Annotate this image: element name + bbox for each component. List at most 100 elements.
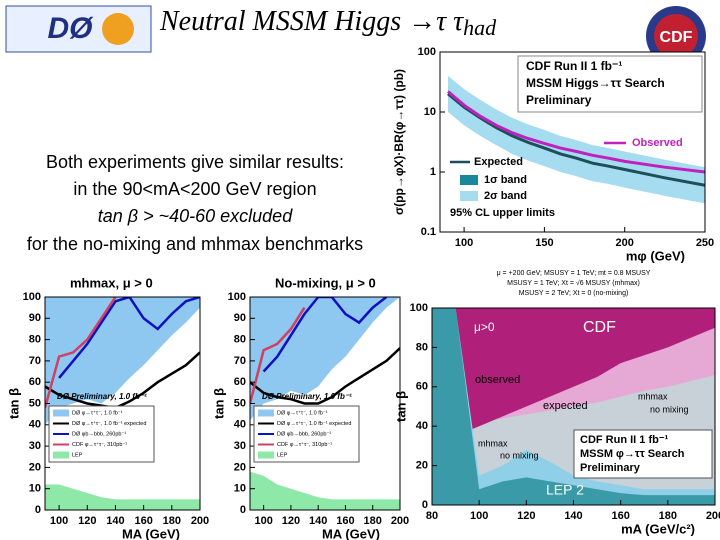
y-tick-label: 0.1 xyxy=(421,226,436,238)
plot-content xyxy=(447,75,705,204)
x-tick-label: 150 xyxy=(535,237,553,249)
annotation: mhmax xyxy=(478,438,508,448)
cdf-logo: CDF xyxy=(646,6,706,66)
x-tick-label: 120 xyxy=(282,515,300,527)
x-tick-label: 100 xyxy=(50,515,68,527)
y-tick-label: 50 xyxy=(29,397,41,409)
chart: 100 120 140 160 180 200 0 10 20 30 40 50 60 70 80 90 100… xyxy=(211,275,409,540)
title-sub: had xyxy=(463,15,497,40)
y-tick-label: 40 xyxy=(29,419,41,431)
annotation: mhmax xyxy=(638,391,668,401)
y-tick-label: 10 xyxy=(424,106,436,118)
line xyxy=(262,297,388,373)
annotation: no mixing xyxy=(650,404,689,414)
x-tick-label: 200 xyxy=(616,237,634,249)
x-tick-label: 180 xyxy=(364,515,382,527)
legend-box-line: Preliminary xyxy=(526,93,592,107)
x-tick-label: 160 xyxy=(611,510,629,522)
legend-label: DØ φ→τ⁺τ⁻, 1.0 fb⁻¹ expected xyxy=(72,420,146,427)
x-tick-label: 140 xyxy=(564,510,582,522)
y-tick-label: 10 xyxy=(234,483,246,495)
legend-label: Observed xyxy=(632,137,683,149)
d0-logo: DØ xyxy=(5,5,152,53)
legend-label: DØ φb→bbb, 260pb⁻¹ xyxy=(277,431,331,437)
y-axis-label: tan β xyxy=(6,388,21,419)
legend-box-line: CDF Run II 1 fb⁻¹ xyxy=(580,434,669,446)
annotations: μ = +200 GeV; MSUSY = 1 TeV; mt = 0.8 MS… xyxy=(474,270,713,498)
x-tick-label: 160 xyxy=(336,515,354,527)
legend-swatch xyxy=(258,409,274,417)
y-tick-label: 90 xyxy=(29,312,41,324)
legend-box-line: Preliminary xyxy=(580,462,641,474)
summary-line: for the no-mixing and mhmax benchmarks xyxy=(27,234,363,254)
header-line: μ = +200 GeV; MSUSY = 1 TeV; mt = 0.8 MS… xyxy=(497,270,651,277)
line xyxy=(45,351,200,410)
summary-line: Both experiments give similar results: xyxy=(46,152,344,172)
x-tick-label: 200 xyxy=(191,515,209,527)
legend-label: 1σ band xyxy=(484,174,527,186)
y-tick-label: 20 xyxy=(29,461,41,473)
legend-label: LEP xyxy=(72,452,83,458)
logo-text: DØ xyxy=(48,12,95,45)
legend-swatch xyxy=(53,409,69,417)
logo-sun xyxy=(102,13,134,45)
y-tick-label: 60 xyxy=(234,376,246,388)
x-tick-label: 200 xyxy=(706,510,720,522)
y-tick-label: 50 xyxy=(234,397,246,409)
legend-label: DØ φb→bbb, 260pb⁻¹ xyxy=(72,431,126,437)
area xyxy=(45,484,200,510)
annotation: LEP 2 xyxy=(546,482,584,498)
legend-swatch xyxy=(460,191,478,201)
y-tick-label: 80 xyxy=(29,334,41,346)
legend-label: 2σ band xyxy=(484,190,527,202)
line xyxy=(250,306,306,404)
legend-swatch xyxy=(460,175,478,185)
line xyxy=(58,297,200,379)
y-tick-label: 1 xyxy=(430,166,436,178)
legend-label: CDF φ→τ⁺τ⁻, 310pb⁻¹ xyxy=(277,441,332,448)
legend: DØ Preliminary, 1.0 fb⁻¹ DØ φ→τ⁺τ⁻, 1.0 f… xyxy=(253,392,360,463)
logo-core xyxy=(654,14,698,58)
plot-content xyxy=(250,297,400,510)
chart-title: No-mixing, μ > 0 xyxy=(275,275,376,290)
series-label: observed xyxy=(475,374,520,386)
y-tick-label: 30 xyxy=(234,440,246,452)
line xyxy=(250,347,400,405)
chart: 80 100 120 140 160 180 200 0 20 40 60 80 100 mA (GeV/… xyxy=(393,270,720,537)
legend-label: Expected xyxy=(474,156,523,168)
area xyxy=(455,308,715,437)
x-axis-label: mφ (GeV) xyxy=(626,248,685,263)
y-tick-label: 80 xyxy=(416,341,428,353)
slide-title: Neutral MSSM Higgs →τ τhad xyxy=(159,6,497,40)
x-tick-label: 200 xyxy=(391,515,409,527)
x-tick-label: 120 xyxy=(517,510,535,522)
summary-line: tan β > ~40-60 excluded xyxy=(98,206,293,226)
y-tick-label: 40 xyxy=(416,420,428,432)
x-tick-label: 250 xyxy=(696,237,714,249)
x-tick-label: 160 xyxy=(134,515,152,527)
x-tick-label: 100 xyxy=(455,237,473,249)
x-tick-label: 100 xyxy=(254,515,272,527)
y-tick-label: 40 xyxy=(234,419,246,431)
summary-line: in the 90<mA<200 GeV region xyxy=(73,179,316,199)
header-line: MSUSY = 2 TeV; Xt = 0 (no-mixing) xyxy=(519,290,629,297)
legend-box-line: CDF Run II 1 fb⁻¹ xyxy=(526,59,622,73)
y-axis-label: tan β xyxy=(211,388,226,419)
x-tick-label: 100 xyxy=(470,510,488,522)
legend-label: DØ φ→τ⁺τ⁻, 1.0 fb⁻¹ expected xyxy=(277,420,351,427)
y-tick-label: 0 xyxy=(240,504,246,516)
legend-label: LEP xyxy=(277,452,288,458)
legend-box xyxy=(517,55,703,113)
y-tick-label: 70 xyxy=(234,355,246,367)
legend-note: 95% CL upper limits xyxy=(450,207,555,219)
area xyxy=(250,297,400,421)
y-tick-label: 100 xyxy=(418,46,436,58)
legend-label: DØ φ→τ⁺τ⁻, 1.0 fb⁻¹ xyxy=(72,409,123,416)
annotation: no mixing xyxy=(500,450,539,460)
legend: DØ Preliminary, 1.0 fb⁻¹ DØ φ→τ⁺τ⁻, 1.0 f… xyxy=(48,392,155,463)
y-tick-label: 100 xyxy=(410,302,428,314)
x-tick-label: 120 xyxy=(78,515,96,527)
y-axis-label: tan β xyxy=(393,391,408,422)
plot-content xyxy=(45,297,200,510)
x-tick-label: 180 xyxy=(659,510,677,522)
